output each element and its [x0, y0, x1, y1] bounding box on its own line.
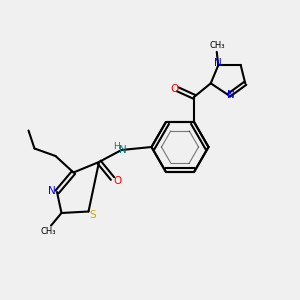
Text: S: S	[90, 210, 96, 220]
Text: N: N	[227, 90, 235, 100]
Text: CH₃: CH₃	[40, 227, 56, 236]
Text: N: N	[48, 185, 56, 196]
Text: N: N	[214, 58, 222, 68]
Text: H: H	[113, 142, 119, 151]
Text: O: O	[171, 84, 179, 94]
Text: O: O	[113, 176, 121, 187]
Text: N: N	[119, 145, 127, 155]
Text: CH₃: CH₃	[209, 41, 224, 50]
